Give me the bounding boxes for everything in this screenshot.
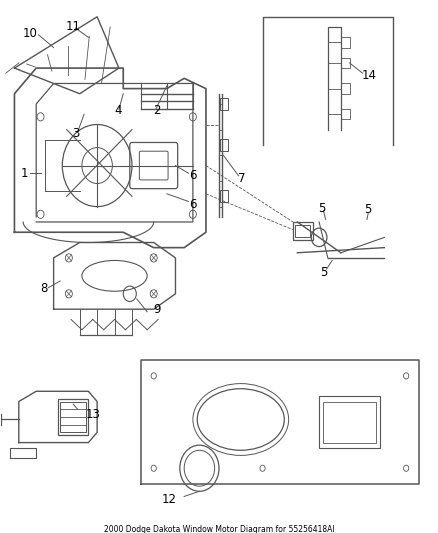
Text: 12: 12 xyxy=(162,492,177,505)
Bar xyxy=(60,401,86,432)
Bar xyxy=(341,37,350,47)
Text: 5: 5 xyxy=(318,201,326,215)
Text: 10: 10 xyxy=(22,27,37,40)
Bar xyxy=(323,401,376,442)
Text: 5: 5 xyxy=(364,203,372,216)
Text: 14: 14 xyxy=(362,69,377,82)
Bar xyxy=(341,58,350,68)
Text: 9: 9 xyxy=(153,303,161,316)
Text: 4: 4 xyxy=(114,104,122,117)
Bar xyxy=(341,109,350,119)
Bar xyxy=(220,139,228,151)
Bar xyxy=(220,190,228,203)
Text: 13: 13 xyxy=(85,408,100,421)
Text: 5: 5 xyxy=(320,266,327,279)
Bar xyxy=(220,98,228,110)
Text: 1: 1 xyxy=(21,167,28,180)
Text: 6: 6 xyxy=(189,198,197,211)
Bar xyxy=(293,222,313,240)
Text: 3: 3 xyxy=(72,127,79,140)
Text: 8: 8 xyxy=(40,282,48,295)
Bar xyxy=(319,397,380,448)
Bar xyxy=(58,399,88,435)
Text: 2: 2 xyxy=(153,104,161,117)
Text: 7: 7 xyxy=(238,172,246,185)
Bar xyxy=(295,224,311,237)
Text: 11: 11 xyxy=(66,20,81,33)
Bar xyxy=(341,84,350,94)
Text: 6: 6 xyxy=(189,169,197,182)
Text: 2000 Dodge Dakota Window Motor Diagram for 55256418AI: 2000 Dodge Dakota Window Motor Diagram f… xyxy=(104,524,334,533)
